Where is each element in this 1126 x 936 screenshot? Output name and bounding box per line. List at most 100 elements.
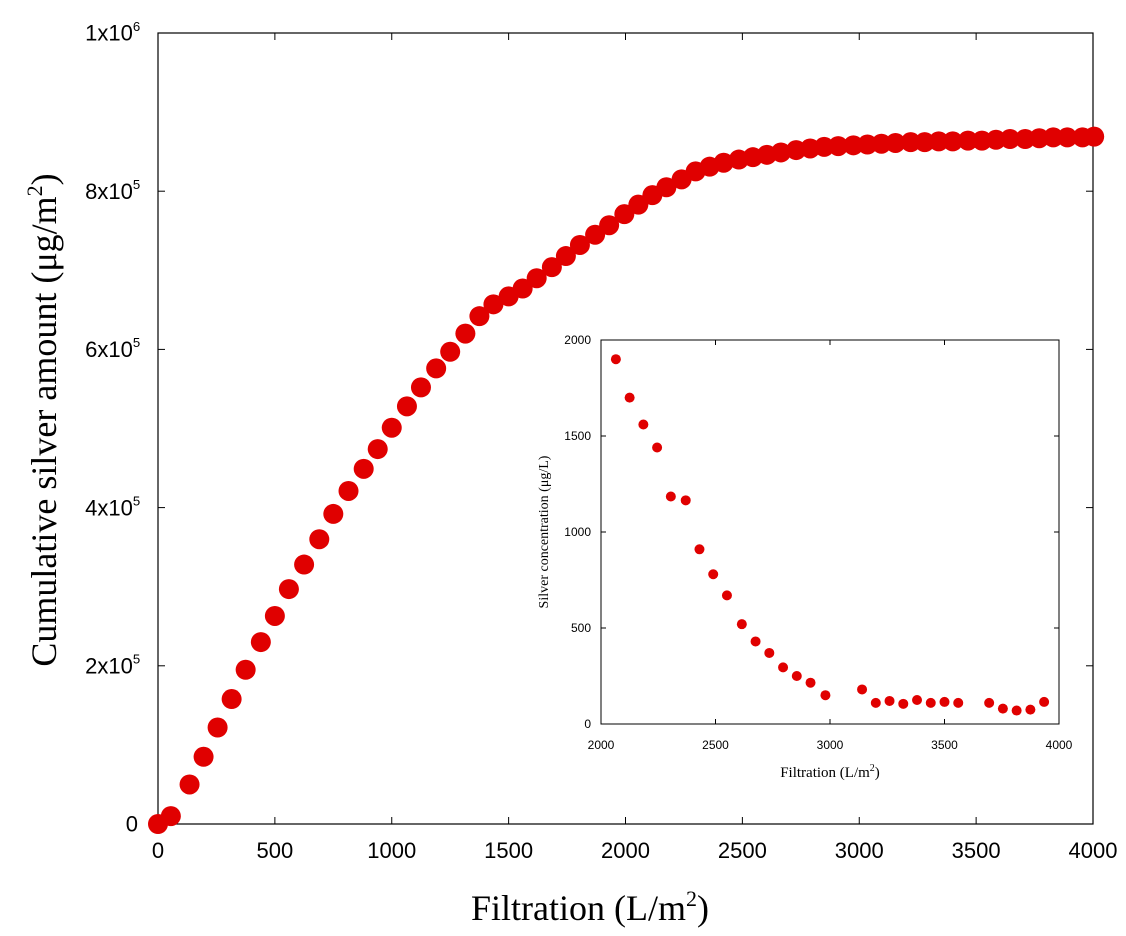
- main-y-tick-label: 8x105: [85, 177, 140, 204]
- main-data-point: [294, 554, 315, 575]
- inset-data-point: [997, 703, 1008, 714]
- main-data-point: [309, 529, 330, 550]
- main-data-point: [885, 132, 906, 153]
- main-y-tick-label-exp: 5: [133, 493, 140, 508]
- main-data-point: [250, 632, 271, 653]
- inset-data-point: [857, 684, 868, 695]
- main-y-tick-label-base: 8x10: [85, 179, 133, 204]
- inset-plot-frame: [600, 339, 1060, 725]
- inset-y-axis-label: Silver concentration (μg/L): [537, 455, 552, 608]
- main-data-point: [942, 131, 963, 152]
- main-data-point: [957, 130, 978, 151]
- main-data-point: [713, 152, 734, 173]
- inset-data-point: [665, 491, 676, 502]
- main-y-tick-label: 2x105: [85, 652, 140, 679]
- inset-data-point: [984, 697, 995, 708]
- main-y-tick-label-base: 1x10: [85, 21, 133, 46]
- main-data-point: [381, 417, 402, 438]
- inset-data-point: [694, 544, 705, 555]
- inset-data-point: [778, 662, 789, 673]
- main-data-point: [235, 659, 256, 680]
- main-data-point: [1043, 127, 1064, 148]
- main-x-tick-label: 1500: [484, 838, 533, 863]
- inset-y-axis: 0 500 1000 1500 2000: [564, 333, 1059, 731]
- main-data-point: [396, 396, 417, 417]
- inset-data-point: [708, 569, 719, 580]
- main-data-point: [338, 480, 359, 501]
- inset-data-point: [884, 695, 895, 706]
- inset-data-point: [912, 695, 923, 705]
- main-data-point: [526, 268, 547, 289]
- main-y-axis-label-close: ): [24, 173, 64, 185]
- main-y-tick-label-base: 4x10: [85, 495, 133, 520]
- main-data-point: [410, 377, 431, 398]
- inset-x-axis-label-close: ): [875, 765, 880, 781]
- inset-data-point: [764, 647, 775, 658]
- inset-x-axis-label: Filtration (L/m2): [780, 763, 880, 781]
- main-data-point: [1000, 128, 1021, 149]
- main-y-tick-label-exp: 6: [133, 19, 140, 34]
- main-data-point: [353, 458, 374, 479]
- main-data-point: [483, 294, 504, 315]
- inset-x-tick-label: 2500: [702, 738, 729, 752]
- main-y-tick-label: 1x106: [85, 19, 140, 46]
- inset-data-point: [820, 690, 831, 701]
- inset-y-tick-label: 1500: [564, 429, 591, 443]
- main-x-tick-label: 2000: [601, 838, 650, 863]
- main-data-point: [469, 306, 490, 327]
- inset-series: [610, 354, 1050, 716]
- inset-y-axis-label-text: Silver concentration (μg/L): [537, 455, 552, 608]
- main-data-point: [928, 131, 949, 152]
- main-data-point: [367, 439, 388, 460]
- inset-x-axis-label-text: Filtration (L/m: [780, 765, 870, 781]
- inset-data-point: [1039, 696, 1050, 707]
- inset-x-tick-label: 3500: [931, 738, 958, 752]
- inset-x-tick-label: 2000: [588, 738, 615, 752]
- main-data-point: [585, 224, 606, 245]
- main-data-point: [264, 605, 285, 626]
- main-data-point: [555, 246, 576, 267]
- main-data-point: [656, 177, 677, 198]
- main-y-axis-label-sup: 2: [22, 185, 47, 196]
- inset-data-point: [870, 697, 881, 708]
- main-data-point: [569, 234, 590, 255]
- main-data-point: [440, 341, 461, 362]
- main-series: [148, 126, 1105, 834]
- main-x-tick-label: 0: [152, 838, 164, 863]
- inset-data-point: [898, 698, 909, 709]
- main-data-point: [599, 215, 620, 236]
- inset-data-point: [638, 419, 649, 430]
- main-y-axis-label-text: Cumulative silver amount (μg/m: [24, 196, 64, 666]
- main-data-point: [1057, 127, 1078, 148]
- main-data-point: [512, 278, 533, 299]
- inset-x-axis-label-sup: 2: [870, 763, 875, 774]
- inset-data-point: [925, 697, 936, 708]
- inset-data-point: [680, 495, 691, 506]
- main-data-point: [160, 806, 181, 827]
- main-data-point: [614, 204, 635, 225]
- inset-data-point: [624, 392, 635, 403]
- main-data-point: [900, 132, 921, 153]
- inset-y-tick-label: 1000: [564, 525, 591, 539]
- main-y-tick-label-exp: 5: [133, 335, 140, 350]
- main-data-point: [541, 257, 562, 278]
- main-x-tick-label: 3000: [835, 838, 884, 863]
- inset-x-axis: 2000 2500 3000 3500 4000: [588, 340, 1073, 752]
- main-y-tick-label-base: 6x10: [85, 337, 133, 362]
- inset-x-tick-label: 4000: [1046, 738, 1073, 752]
- main-x-axis-label: Filtration (L/m2): [471, 886, 709, 928]
- main-y-tick-label-base: 2x10: [85, 654, 133, 679]
- main-data-point: [455, 323, 476, 344]
- inset-data-point: [791, 671, 802, 681]
- main-x-axis-label-close: ): [697, 888, 709, 928]
- main-data-point: [628, 194, 649, 215]
- main-x-tick-label: 2500: [718, 838, 767, 863]
- inset-data-point: [1011, 705, 1022, 716]
- main-x-tick-label: 1000: [367, 838, 416, 863]
- main-x-axis-label-text: Filtration (L/m: [471, 888, 686, 928]
- main-x-tick-label: 500: [257, 838, 294, 863]
- main-data-point: [179, 774, 200, 795]
- inset-data-point: [750, 636, 761, 647]
